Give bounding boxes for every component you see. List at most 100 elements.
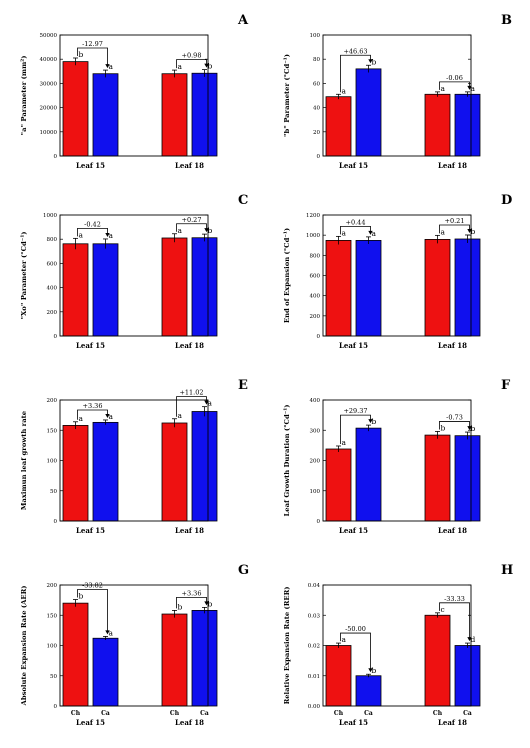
significance-letter: c (441, 605, 445, 614)
panel-letter: A (237, 13, 249, 28)
y-tick-label: 80 (313, 57, 320, 63)
y-axis-label: Relative Expansion Rate (RER) (283, 587, 291, 705)
y-tick-label: 800 (310, 253, 321, 259)
comparison-annotation: -50.00 (345, 625, 366, 633)
chart-panel-d: D 0 200 400 600 800 1000 1200 End of Expansion (… (283, 193, 512, 350)
category-label: Leaf 15 (76, 718, 105, 727)
comparison-bracket (340, 632, 371, 670)
comparison-annotation: +0.21 (445, 217, 465, 225)
chart-panel-a: A 0 10000 20000 30000 40000 50000 "a" Parameter… (20, 13, 249, 170)
bar (325, 240, 352, 337)
comparison-arrowhead (368, 668, 373, 673)
significance-letter: d (471, 635, 476, 644)
y-tick-label: 200 (310, 459, 321, 465)
significance-letter: b (178, 602, 183, 611)
plot-frame (322, 214, 472, 337)
y-tick-label: 200 (47, 398, 58, 404)
chart-panel-h: H 0.00 0.01 0.02 0.03 0.04 Relative Expansion … (283, 563, 513, 727)
bar (92, 421, 119, 522)
y-tick-label: 400 (310, 294, 321, 300)
comparison-annotation: -12.97 (82, 40, 103, 48)
y-axis-label: "a" Parameter (mm²) (20, 56, 28, 136)
bar (62, 61, 89, 157)
y-tick-label: 0.01 (308, 674, 320, 680)
bar (191, 72, 218, 157)
bar (92, 73, 119, 157)
bar (92, 637, 119, 707)
comparison-annotation: +0.27 (182, 216, 202, 224)
comparison-bracket (176, 396, 207, 417)
plot-frame (59, 584, 209, 707)
significance-letter: a (109, 62, 114, 71)
y-tick-label: 150 (47, 613, 58, 619)
chart-panel-e: E 0 50 100 150 200 Maximun leaf growth rate a a L… (20, 378, 248, 535)
y-tick-label: 60 (313, 81, 320, 87)
y-axis-label: Maximun leaf growth rate (20, 410, 28, 510)
significance-letter: b (208, 62, 213, 71)
comparison-annotation: +0.98 (182, 52, 202, 60)
plot-frame (59, 214, 209, 337)
comparison-arrowhead (105, 413, 110, 418)
category-label: Leaf 18 (175, 718, 204, 727)
y-tick-label: 300 (310, 428, 321, 434)
chart-panel-b: B 0 20 40 60 80 100 "b" Parameter (°Cd⁻¹) a b Leaf… (283, 13, 512, 170)
bar (161, 73, 188, 157)
significance-letter: a (208, 399, 213, 408)
y-tick-label: 40000 (40, 57, 58, 63)
y-tick-label: 100 (310, 489, 321, 495)
significance-letter: b (372, 666, 377, 675)
y-tick-label: 400 (47, 286, 58, 292)
significance-letter: a (441, 84, 446, 93)
comparison-bracket (340, 414, 371, 444)
y-tick-label: 100 (47, 644, 58, 650)
y-tick-label: 100 (310, 33, 321, 39)
y-tick-label: 1000 (43, 213, 57, 219)
significance-letter: a (471, 84, 476, 93)
comparison-arrowhead (105, 64, 110, 69)
bar (62, 425, 89, 522)
y-tick-label: 0.03 (308, 613, 321, 619)
bar (325, 448, 352, 522)
comparison-bracket (176, 596, 207, 609)
category-label: Leaf 18 (438, 718, 467, 727)
chart-panel-f: F 0 100 200 300 400 Leaf Growth Duration (°Cd⁻… (283, 378, 511, 535)
comparison-annotation: -0.06 (446, 74, 463, 82)
significance-letter: a (372, 229, 377, 238)
significance-letter: b (471, 424, 476, 433)
y-tick-label: 0 (317, 334, 321, 340)
y-tick-label: 1200 (306, 213, 320, 219)
significance-letter: b (441, 423, 446, 432)
category-label: Leaf 15 (339, 718, 368, 727)
bar-sublabel: Ca (463, 710, 472, 717)
y-tick-label: 200 (47, 310, 58, 316)
bar (355, 427, 382, 522)
comparison-annotation: +11.02 (179, 389, 203, 397)
significance-letter: b (79, 50, 84, 59)
significance-letter: a (109, 412, 114, 421)
y-tick-label: 0.00 (308, 704, 321, 710)
bar (325, 645, 352, 707)
significance-letter: a (79, 230, 84, 239)
y-tick-label: 50 (50, 674, 57, 680)
panel-letter: B (501, 13, 512, 28)
panel-letter: D (501, 193, 512, 208)
y-tick-label: 30000 (40, 81, 58, 87)
comparison-annotation: -33.82 (82, 582, 103, 590)
plot-frame (322, 584, 472, 707)
category-label: Leaf 15 (76, 526, 105, 535)
y-tick-label: 0 (54, 154, 58, 160)
y-axis-label: "Xo" Parameter (°Cd⁻¹) (20, 231, 28, 319)
bar-sublabel: Ca (200, 710, 209, 717)
significance-letter: a (178, 411, 183, 420)
panel-letter: C (238, 193, 248, 208)
significance-letter: b (471, 227, 476, 236)
comparison-arrowhead (105, 232, 110, 237)
bar (191, 237, 218, 337)
comparison-annotation: +3.36 (182, 589, 202, 597)
significance-letter: a (441, 227, 446, 236)
bar-sublabel: Ca (364, 710, 373, 717)
plot-frame (322, 399, 472, 522)
y-tick-label: 200 (47, 583, 58, 589)
y-tick-label: 150 (47, 428, 58, 434)
